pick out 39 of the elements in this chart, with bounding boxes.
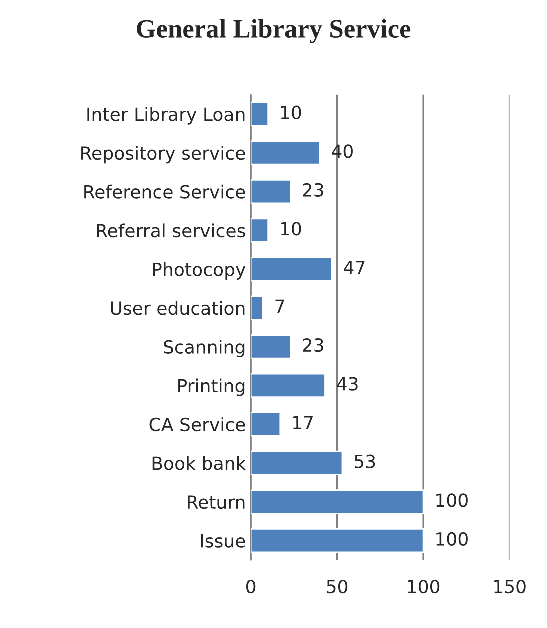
y-tick-label: Referral services [97,224,246,238]
y-tick-label: Issue [201,534,246,548]
bar [251,179,292,204]
bar [251,102,270,127]
bar [251,257,333,282]
bar [251,412,282,437]
x-tick-label: 100 [408,580,440,594]
data-label: 10 [281,106,302,120]
data-label: 23 [303,338,324,352]
data-label: 100 [436,494,468,508]
y-tick-label: Repository service [82,146,246,164]
bar [251,334,292,360]
bar [251,528,424,554]
y-tick-label: User education [111,301,245,316]
data-label: 7 [276,300,284,314]
bar [251,490,424,514]
bar [251,140,321,166]
data-label: 10 [281,222,302,236]
bar [251,373,326,398]
x-tick-label: 150 [494,580,526,594]
y-tick-label: Printing [178,378,245,396]
data-label: 47 [344,261,365,274]
data-label: 17 [293,416,313,430]
y-tick-label: Book bank [152,456,246,470]
bar [251,450,344,476]
x-tick-label: 50 [327,580,348,594]
bar [251,218,270,243]
data-label: 23 [303,183,324,198]
y-tick-label: Inter Library Loan [88,107,245,125]
y-tick-label: Scanning [164,340,245,358]
y-tick-label: Reference Service [84,184,246,199]
x-tick-label: 0 [246,580,256,594]
data-label: 53 [354,454,376,468]
bar [251,296,264,320]
y-tick-label: Photocopy [153,262,246,280]
y-tick-label: CA Service [150,418,246,432]
chart-title: General Library Service [137,19,411,44]
data-label: 100 [436,532,468,546]
y-tick-label: Return [188,496,245,510]
